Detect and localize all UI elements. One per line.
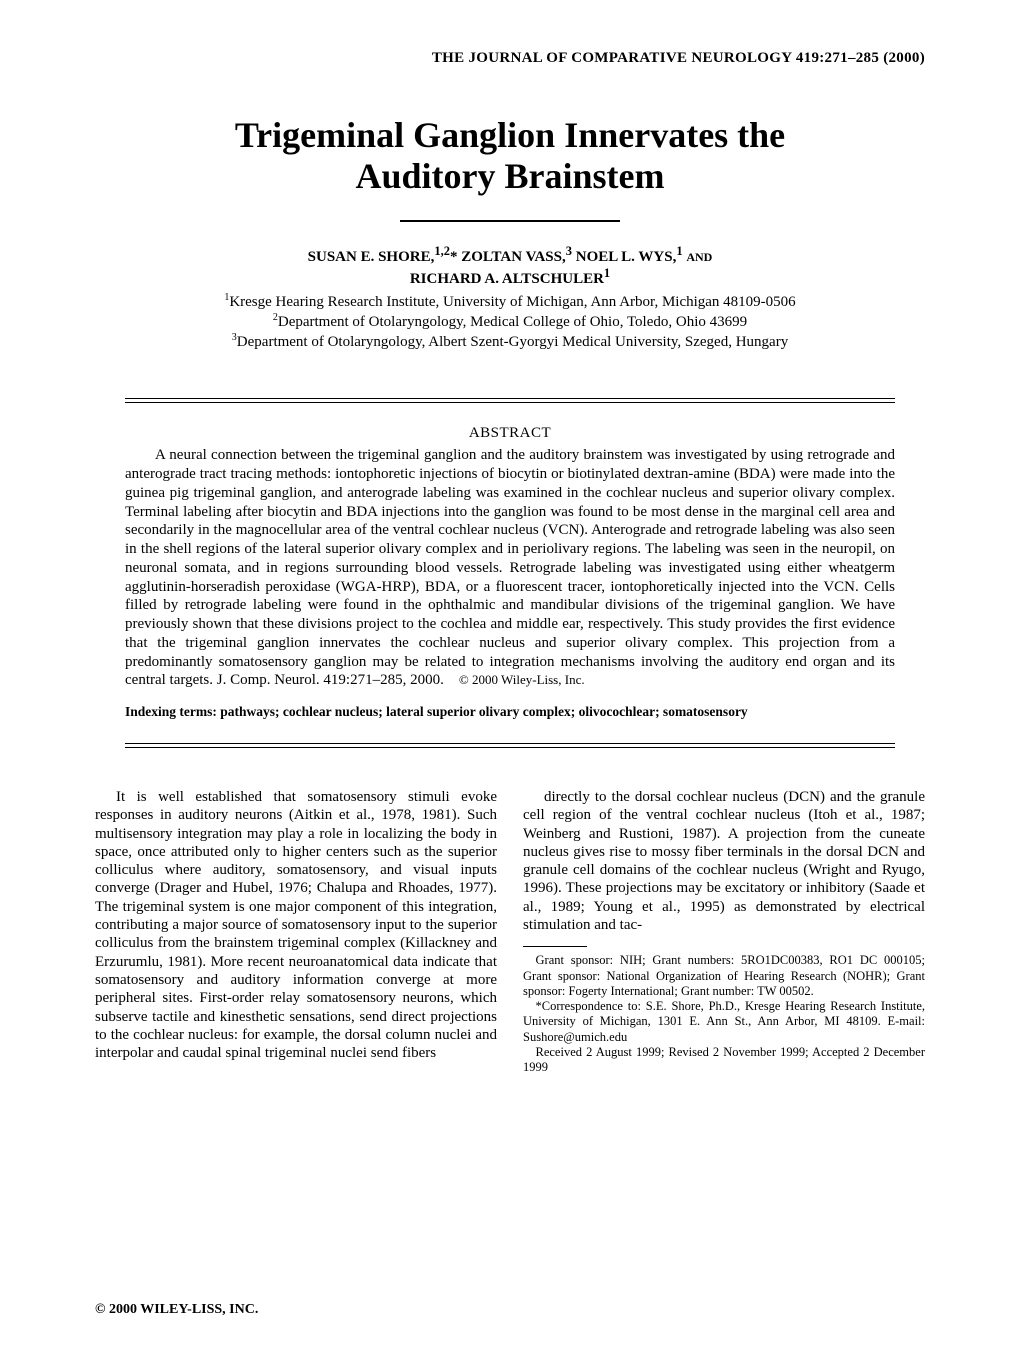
rule-top (125, 398, 895, 403)
running-head: THE JOURNAL OF COMPARATIVE NEUROLOGY 419… (95, 50, 925, 67)
indexing-label: Indexing terms: (125, 704, 217, 719)
affiliation-3: 3Department of Otolaryngology, Albert Sz… (165, 332, 855, 352)
abstract-body: A neural connection between the trigemin… (125, 446, 895, 690)
article-title: Trigeminal Ganglion Innervates the Audit… (135, 115, 885, 198)
affiliations: 1Kresge Hearing Research Institute, Univ… (165, 292, 855, 353)
page: THE JOURNAL OF COMPARATIVE NEUROLOGY 419… (0, 0, 1020, 1360)
body-columns: It is well established that somatosensor… (95, 788, 925, 1075)
rule-bottom (125, 743, 895, 748)
footnote-rule (523, 946, 587, 947)
abstract-copyright: © 2000 Wiley-Liss, Inc. (459, 672, 585, 687)
affiliation-1: 1Kresge Hearing Research Institute, Univ… (165, 292, 855, 312)
body-paragraph-right: directly to the dorsal cochlear nucleus … (523, 788, 925, 934)
author-list: SUSAN E. SHORE,1,2* ZOLTAN VASS,3 NOEL L… (95, 244, 925, 288)
affiliation-2: 2Department of Otolaryngology, Medical C… (165, 312, 855, 332)
footnote-correspondence: *Correspondence to: S.E. Shore, Ph.D., K… (523, 999, 925, 1045)
abstract-heading: ABSTRACT (125, 425, 895, 442)
authors-line-1: SUSAN E. SHORE,1,2* ZOLTAN VASS,3 NOEL L… (308, 249, 687, 265)
title-line-2: Auditory Brainstem (356, 156, 665, 196)
body-paragraph-left: It is well established that somatosensor… (95, 788, 497, 1062)
title-line-1: Trigeminal Ganglion Innervates the (235, 115, 785, 155)
column-right: directly to the dorsal cochlear nucleus … (523, 788, 925, 1075)
conjunction-and: AND (686, 250, 712, 264)
column-left: It is well established that somatosensor… (95, 788, 497, 1075)
footnote-received: Received 2 August 1999; Revised 2 Novemb… (523, 1045, 925, 1076)
abstract-text: A neural connection between the trigemin… (125, 447, 895, 688)
authors-line-2: RICHARD A. ALTSCHULER1 (410, 271, 610, 287)
page-footer-copyright: © 2000 WILEY-LISS, INC. (95, 1302, 258, 1318)
footnotes: Grant sponsor: NIH; Grant numbers: 5RO1D… (523, 953, 925, 1075)
abstract-section: ABSTRACT A neural connection between the… (125, 398, 895, 748)
indexing-terms: Indexing terms: pathways; cochlear nucle… (234, 704, 895, 721)
footnote-grants: Grant sponsor: NIH; Grant numbers: 5RO1D… (523, 953, 925, 999)
indexing-values: pathways; cochlear nucleus; lateral supe… (220, 704, 747, 719)
title-underline (400, 220, 620, 222)
